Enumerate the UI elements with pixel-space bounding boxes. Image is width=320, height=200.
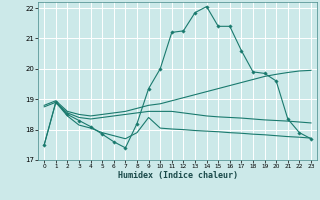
X-axis label: Humidex (Indice chaleur): Humidex (Indice chaleur)	[118, 171, 238, 180]
